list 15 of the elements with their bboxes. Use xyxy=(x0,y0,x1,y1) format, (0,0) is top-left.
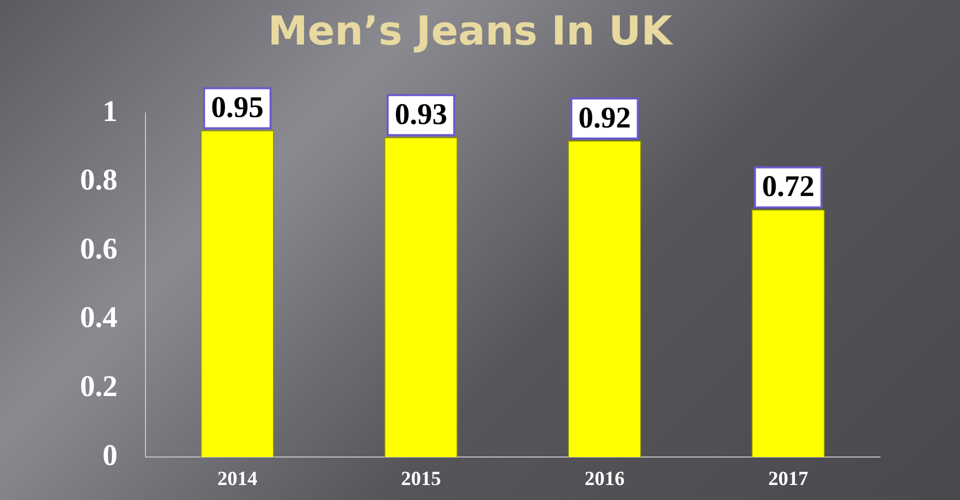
data-label: 0.72 xyxy=(762,170,814,204)
y-tick-label: 0 xyxy=(102,438,118,472)
data-label: 0.93 xyxy=(394,98,448,131)
y-tick-label: 0.4 xyxy=(80,301,118,334)
x-tick-label: 2014 xyxy=(217,468,258,490)
chart-title: Men’s Jeans In UK xyxy=(268,8,674,54)
x-tick-label: 2015 xyxy=(400,468,441,490)
y-tick-label: 0.6 xyxy=(80,232,118,266)
data-label: 0.92 xyxy=(578,101,631,134)
data-label: 0.95 xyxy=(211,90,264,124)
x-tick-label: 2016 xyxy=(584,468,625,490)
y-tick-label: 0.8 xyxy=(80,164,118,197)
x-tick-label: 2017 xyxy=(768,468,808,490)
y-tick-label: 0.2 xyxy=(80,370,118,403)
y-tick-label: 1 xyxy=(102,94,118,128)
